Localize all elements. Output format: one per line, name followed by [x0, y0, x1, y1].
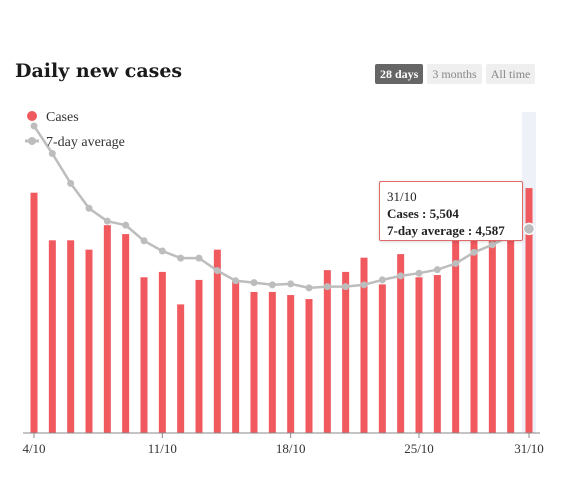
average-point-28/10	[470, 248, 478, 256]
tooltip-date: 31/10	[387, 189, 417, 204]
average-point-22/10	[360, 281, 368, 289]
tooltip-average-label: 7-day average :	[387, 223, 476, 238]
average-point-5/10	[48, 150, 56, 158]
bar-7/10	[85, 249, 93, 433]
average-point-15/10	[232, 277, 240, 285]
chart-title: Daily new cases	[15, 60, 183, 82]
average-point-10/10	[140, 237, 148, 245]
bar-11/10	[158, 271, 166, 433]
bar-14/10	[213, 249, 221, 433]
x-tick-label-4: 31/10	[514, 441, 544, 456]
tab-all-time[interactable]: All time	[485, 64, 536, 84]
tab-3-months[interactable]: 3 months	[427, 64, 482, 84]
bar-16/10	[250, 291, 258, 433]
bar-20/10	[323, 270, 331, 433]
average-point-19/10	[305, 284, 313, 292]
average-point-11/10	[158, 247, 166, 255]
average-point-4/10	[30, 122, 38, 130]
average-point-24/10	[397, 272, 405, 280]
average-point-9/10	[122, 221, 130, 229]
range-tabs: 28 days 3 months All time	[375, 64, 536, 84]
bar-22/10	[360, 257, 368, 433]
bar-8/10	[103, 225, 111, 433]
x-tick-label-0: 4/10	[22, 441, 45, 456]
bar-29/10	[488, 217, 496, 433]
average-point-31/10	[522, 222, 536, 236]
bar-5/10	[48, 240, 56, 433]
average-point-29/10	[488, 241, 496, 249]
bar-24/10	[397, 254, 405, 433]
average-point-13/10	[195, 254, 203, 262]
legend-cases-label: Cases	[46, 110, 79, 125]
average-point-23/10	[378, 276, 386, 284]
bar-28/10	[470, 214, 478, 433]
tooltip-cases-label: Cases :	[387, 206, 430, 221]
average-point-7/10	[85, 204, 93, 212]
bar-25/10	[415, 277, 423, 433]
bar-31/10	[525, 188, 533, 433]
tooltip-average-value: 4,587	[475, 223, 505, 238]
bar-19/10	[305, 299, 313, 433]
bar-12/10	[177, 304, 185, 433]
bar-18/10	[287, 295, 295, 433]
bar-27/10	[452, 238, 460, 433]
bar-23/10	[378, 284, 386, 433]
bar-30/10	[507, 212, 515, 433]
average-point-27/10	[452, 259, 460, 267]
bar-10/10	[140, 277, 148, 433]
data-tooltip: 31/10 Cases : 5,504 7-day average : 4,58…	[379, 181, 523, 241]
average-point-17/10	[268, 281, 276, 289]
legend-average-label: 7-day average	[46, 135, 125, 150]
average-point-26/10	[433, 266, 441, 274]
average-point-16/10	[250, 279, 258, 287]
bar-17/10	[268, 291, 276, 433]
bar-15/10	[232, 280, 240, 433]
tab-28-days[interactable]: 28 days	[375, 64, 424, 84]
average-point-6/10	[67, 179, 75, 187]
bar-4/10	[30, 192, 38, 433]
x-tick-label-2: 18/10	[276, 441, 306, 456]
x-tick-label-3: 25/10	[404, 441, 434, 456]
average-point-14/10	[213, 267, 221, 275]
average-point-25/10	[415, 269, 423, 277]
bar-13/10	[195, 279, 203, 433]
average-point-12/10	[177, 254, 185, 262]
bar-21/10	[342, 271, 350, 433]
bar-6/10	[67, 240, 75, 433]
bar-26/10	[433, 275, 441, 433]
x-tick-label-1: 11/10	[148, 441, 177, 456]
average-point-21/10	[342, 283, 350, 291]
bar-9/10	[122, 234, 130, 433]
tooltip-cases-value: 5,504	[429, 206, 459, 221]
average-point-18/10	[287, 280, 295, 288]
average-point-20/10	[323, 283, 331, 291]
legend-average-marker	[28, 137, 36, 145]
average-point-8/10	[103, 217, 111, 225]
legend-cases-marker	[27, 111, 37, 121]
average-line	[32, 125, 530, 290]
